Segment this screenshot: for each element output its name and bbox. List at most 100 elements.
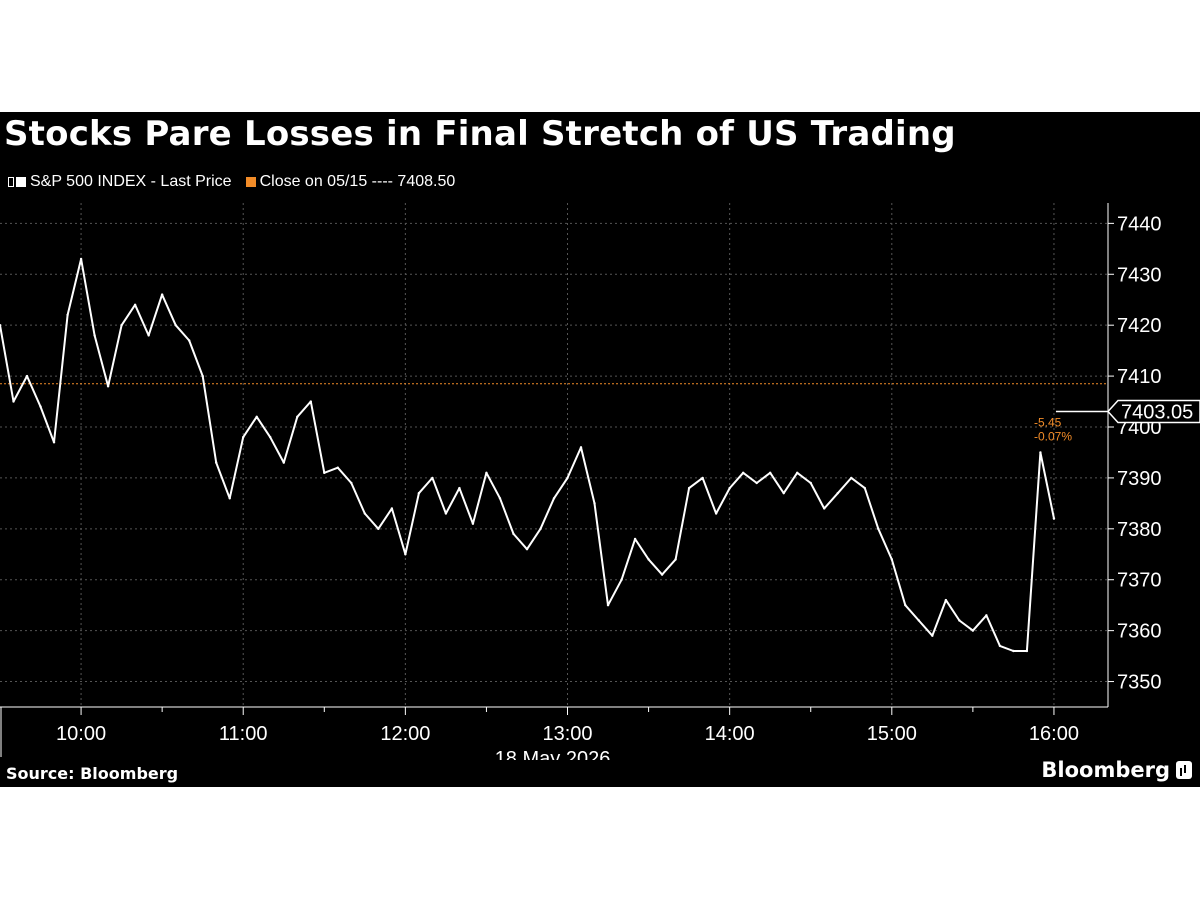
y-tick-label: 7420 <box>1117 315 1162 337</box>
x-tick-label: 11:00 <box>219 723 268 745</box>
chart-title: Stocks Pare Losses in Final Stretch of U… <box>4 114 956 154</box>
price-point <box>714 512 718 515</box>
price-point <box>417 491 421 495</box>
line-chart: 7350736073707380739074007410742074307440… <box>0 203 1200 760</box>
price-point <box>566 476 569 480</box>
price-point <box>269 435 272 439</box>
x-tick-label: 10:00 <box>56 723 106 745</box>
price-point <box>620 578 623 581</box>
price-point <box>633 537 637 541</box>
legend-label-close: Close on 05/15 ---- 7408.50 <box>259 173 456 190</box>
x-tick-label: 14:00 <box>705 723 755 745</box>
price-point <box>255 415 258 419</box>
price-point <box>823 507 826 510</box>
price-point <box>917 619 921 622</box>
price-point <box>201 374 204 378</box>
y-tick-label: 7360 <box>1117 621 1162 643</box>
price-point <box>377 527 380 531</box>
last-value-label: 7403.05 <box>1121 401 1193 423</box>
price-point <box>1012 649 1015 653</box>
price-point <box>120 323 123 327</box>
price-point <box>606 603 610 607</box>
price-point <box>674 558 677 561</box>
price-point <box>971 629 975 632</box>
price-point <box>647 558 650 561</box>
price-point <box>931 634 934 637</box>
price-point <box>1039 451 1042 454</box>
price-point <box>431 476 434 480</box>
price-point <box>25 374 29 378</box>
y-tick-label: 7390 <box>1117 468 1162 490</box>
price-point <box>741 471 745 475</box>
price-point <box>958 619 961 622</box>
price-point <box>0 323 2 327</box>
price-point <box>782 491 785 495</box>
price-point <box>485 471 488 475</box>
price-point <box>579 446 583 449</box>
price-point <box>850 476 853 480</box>
price-point <box>687 486 691 490</box>
price-point <box>998 644 1002 648</box>
price-point <box>336 466 340 469</box>
price-point <box>52 441 56 444</box>
y-tick-label: 7380 <box>1117 519 1162 541</box>
legend-item-price: S&P 500 INDEX - Last Price <box>8 173 232 191</box>
y-tick-label: 7350 <box>1117 672 1162 694</box>
price-point <box>444 512 448 515</box>
price-point <box>660 573 664 576</box>
price-point <box>66 313 69 317</box>
last-value-box <box>1106 399 1200 424</box>
price-point <box>174 323 177 327</box>
legend-swatch-close <box>245 177 256 187</box>
price-point <box>106 385 110 388</box>
series-marker-icon <box>8 177 14 187</box>
price-point <box>147 334 150 337</box>
price-point <box>458 486 461 490</box>
change-abs-label: -5.45 <box>1034 415 1062 429</box>
price-point <box>552 497 556 500</box>
price-point <box>133 303 137 307</box>
price-line <box>0 258 1055 652</box>
price-point <box>877 527 880 531</box>
price-point <box>79 257 83 261</box>
price-point <box>836 491 839 495</box>
price-point <box>471 522 475 525</box>
price-point <box>1025 649 1029 653</box>
price-point <box>228 497 231 500</box>
x-tick-label: 12:00 <box>380 723 430 745</box>
chart-panel <box>0 112 1200 787</box>
price-point <box>390 507 394 510</box>
change-pct-label: -0.07% <box>1034 429 1072 443</box>
price-point <box>890 558 894 561</box>
y-tick-label: 7370 <box>1117 570 1162 592</box>
price-point <box>863 486 866 490</box>
legend-swatch-price <box>16 177 26 187</box>
bloomberg-chart-icon <box>1176 761 1192 779</box>
price-point <box>214 461 218 464</box>
date-label: 18 May 2026 <box>495 748 611 760</box>
price-point <box>701 476 704 480</box>
y-tick-label: 7430 <box>1117 264 1162 286</box>
price-point <box>796 471 799 475</box>
price-point <box>904 603 907 607</box>
price-point <box>296 415 299 419</box>
brand-wordmark: Bloomberg <box>1041 758 1170 782</box>
price-point <box>323 471 326 475</box>
price-point <box>944 598 948 602</box>
price-point <box>755 481 758 485</box>
price-point <box>728 486 731 490</box>
price-point <box>593 502 596 505</box>
price-point <box>363 512 367 515</box>
y-tick-label: 7440 <box>1117 213 1162 235</box>
price-point <box>809 481 812 485</box>
legend: S&P 500 INDEX - Last Price Close on 05/1… <box>8 172 469 192</box>
x-tick-label: 13:00 <box>542 723 592 745</box>
price-point <box>282 461 285 464</box>
price-point <box>309 400 312 403</box>
price-point <box>1052 517 1056 520</box>
legend-item-close: Close on 05/15 ---- 7408.50 <box>245 173 456 191</box>
x-tick-label: 15:00 <box>867 723 917 745</box>
price-point <box>985 614 988 617</box>
price-point <box>350 481 353 485</box>
price-point <box>525 547 529 551</box>
